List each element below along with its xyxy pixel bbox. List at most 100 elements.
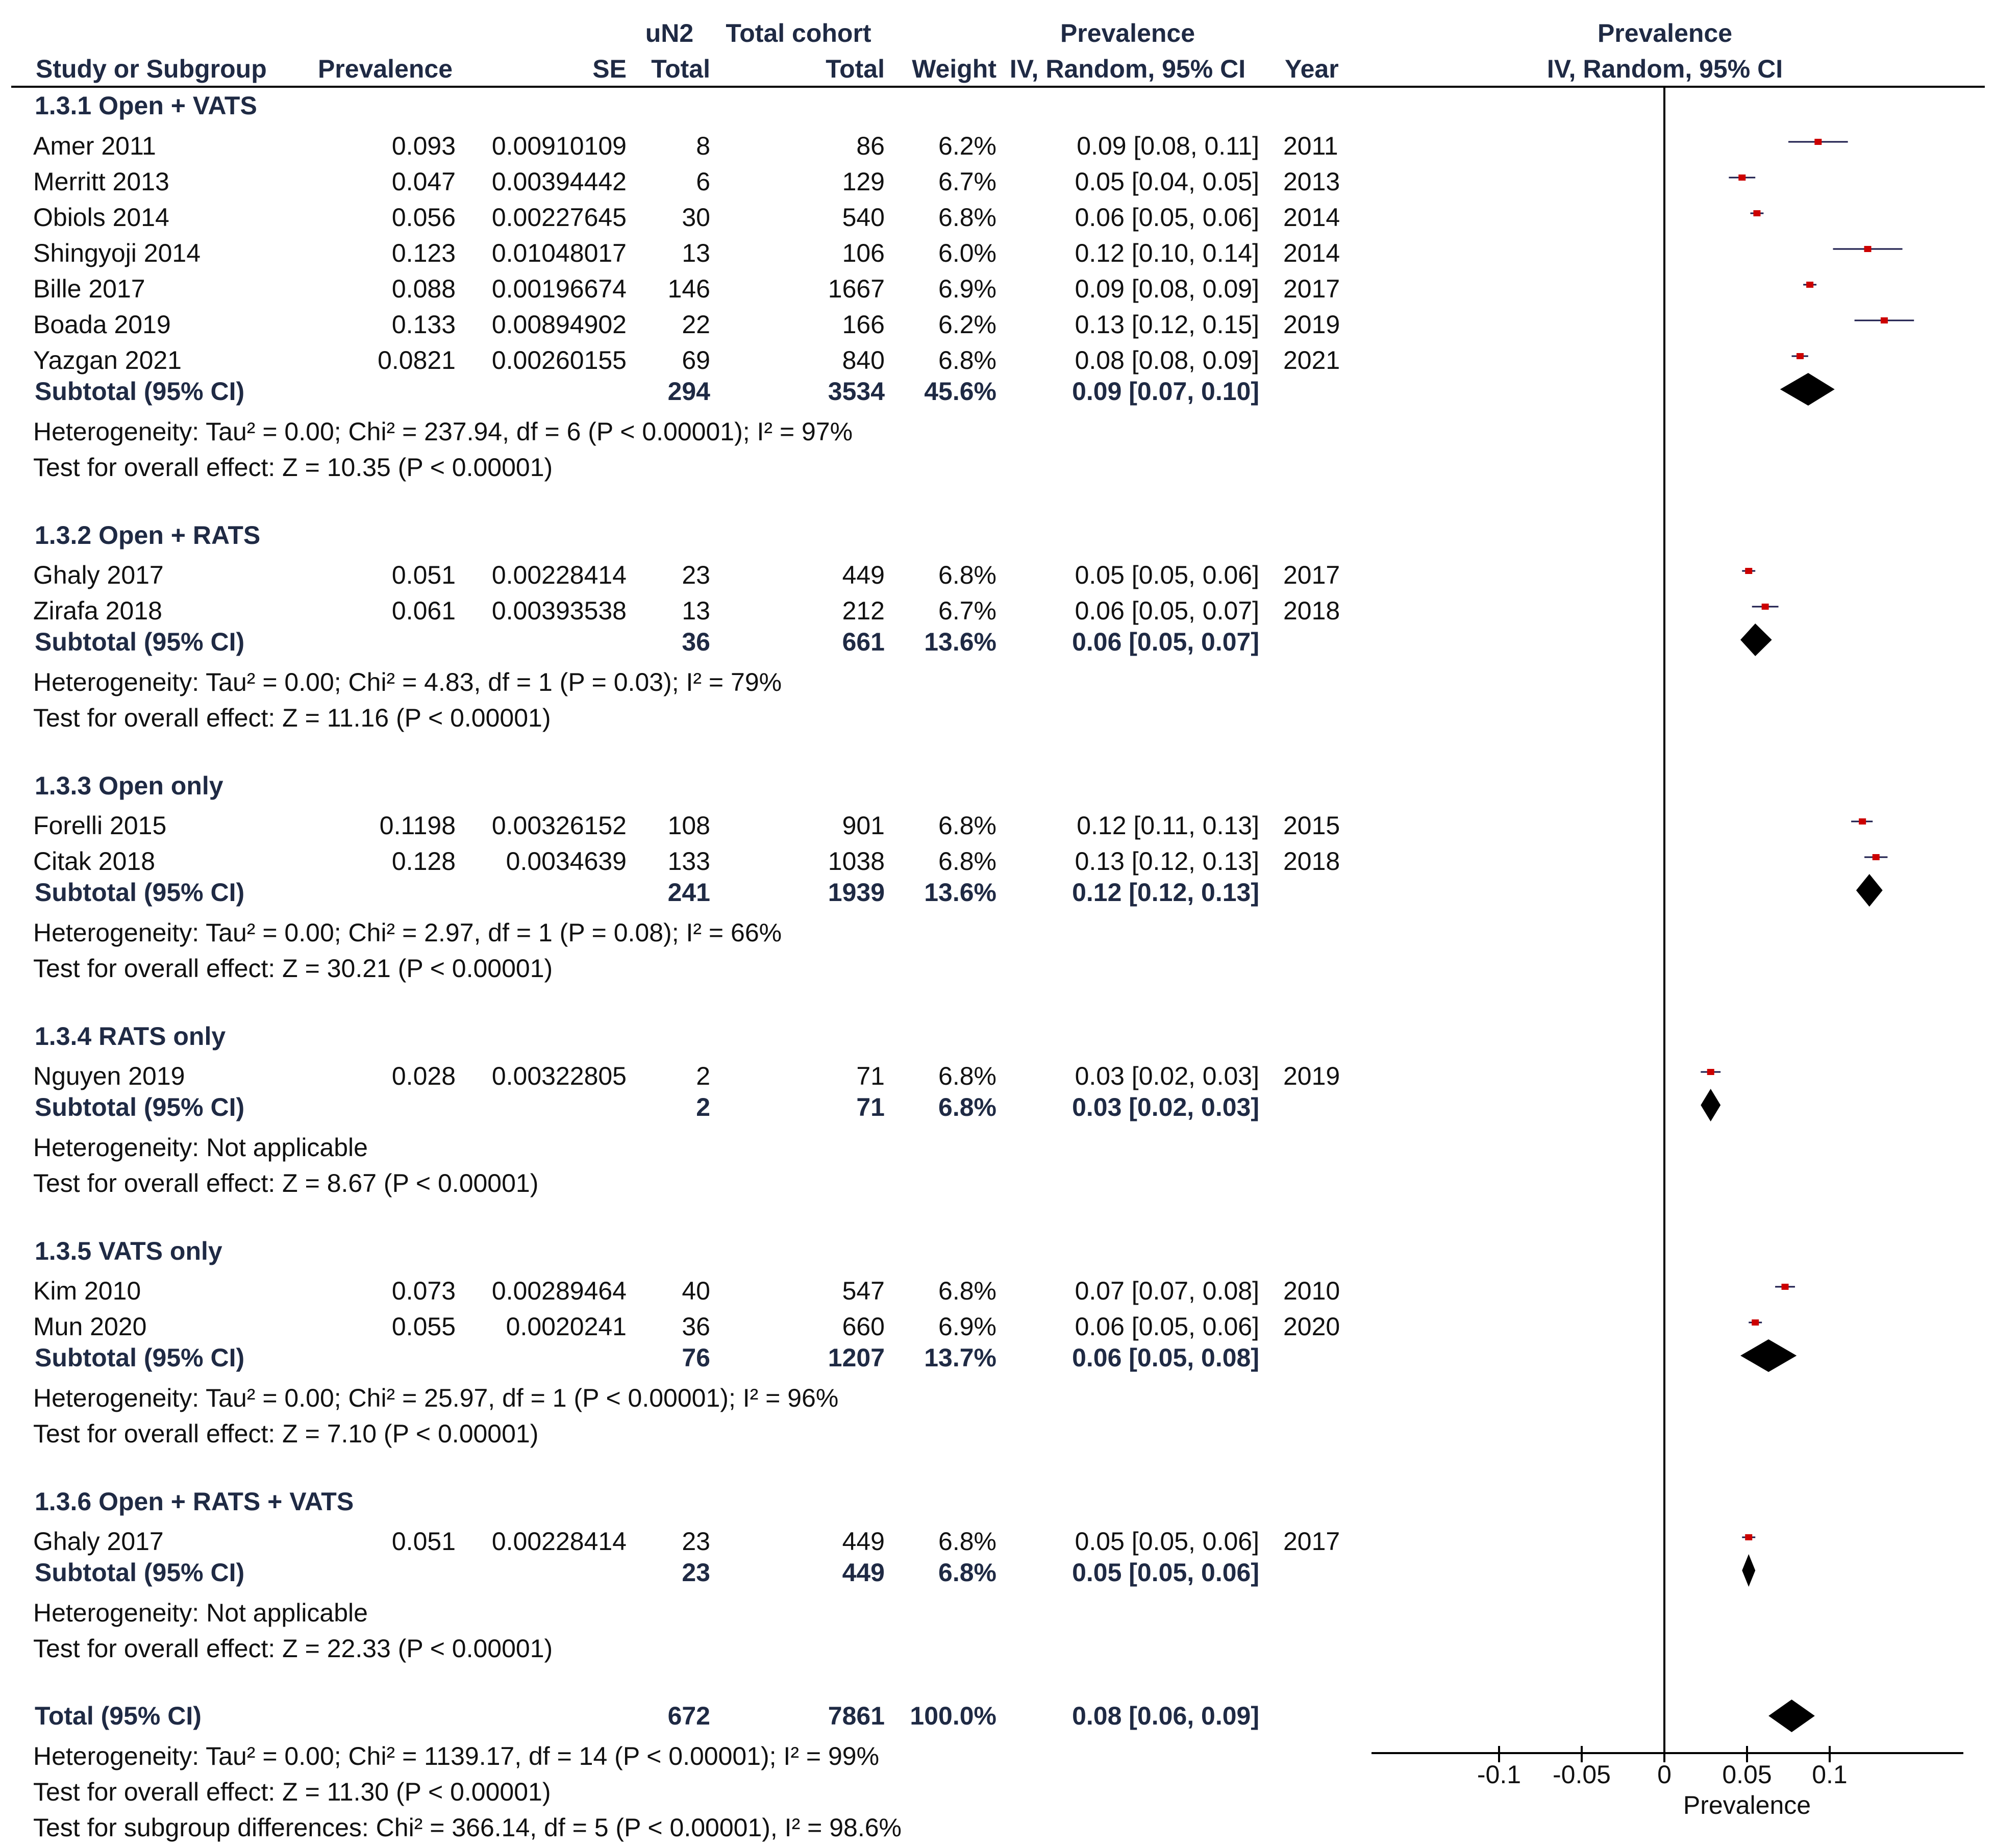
study-ci: 0.05 [0.05, 0.06] — [1075, 561, 1259, 589]
study-point-marker — [1859, 818, 1866, 825]
study-point-marker — [1761, 604, 1769, 610]
study-weight: 6.8% — [938, 203, 996, 232]
study-weight: 6.8% — [938, 346, 996, 374]
subtotal-un2: 36 — [682, 628, 710, 656]
header-cohort: Total — [826, 55, 885, 83]
study-prevalence: 0.0821 — [378, 346, 456, 374]
study-name: Ghaly 2017 — [33, 561, 164, 589]
study-ci: 0.06 [0.05, 0.06] — [1075, 1312, 1259, 1341]
study-weight: 6.0% — [938, 239, 996, 267]
total-overall-effect: Test for overall effect: Z = 11.30 (P < … — [33, 1778, 551, 1806]
study-cohort-total: 901 — [842, 811, 885, 840]
study-un2-total: 36 — [682, 1312, 710, 1341]
study-weight: 6.2% — [938, 132, 996, 160]
study-ci: 0.06 [0.05, 0.06] — [1075, 203, 1259, 232]
study-point-marker — [1880, 317, 1888, 323]
study-weight: 6.8% — [938, 1062, 996, 1090]
study-weight: 6.8% — [938, 1277, 996, 1305]
subtotal-ci: 0.06 [0.05, 0.07] — [1072, 628, 1259, 656]
study-year: 2019 — [1283, 310, 1340, 339]
study-point-marker — [1707, 1069, 1714, 1075]
study-point-marker — [1752, 1319, 1759, 1326]
subtotal-ci: 0.03 [0.02, 0.03] — [1072, 1093, 1259, 1121]
x-axis-tick-label: 0.05 — [1722, 1760, 1772, 1789]
x-axis-tick-label: 0.1 — [1812, 1760, 1848, 1789]
study-un2-total: 23 — [682, 1527, 710, 1556]
header-plot: IV, Random, 95% CI — [1547, 55, 1783, 83]
total-heterogeneity: Heterogeneity: Tau² = 0.00; Chi² = 1139.… — [33, 1742, 880, 1770]
study-year: 2018 — [1283, 596, 1340, 625]
x-axis-tick-label: -0.05 — [1553, 1760, 1611, 1789]
study-weight: 6.8% — [938, 847, 996, 876]
study-year: 2021 — [1283, 346, 1340, 374]
study-se: 0.00394442 — [491, 167, 627, 196]
subtotal-weight: 6.8% — [938, 1558, 996, 1587]
subtotal-cohort: 449 — [842, 1558, 885, 1587]
study-un2-total: 8 — [696, 132, 710, 160]
study-un2-total: 13 — [682, 239, 710, 267]
subtotal-label: Subtotal (95% CI) — [35, 1558, 245, 1587]
study-se: 0.00196674 — [491, 274, 627, 303]
study-name: Nguyen 2019 — [33, 1062, 185, 1090]
study-cohort-total: 547 — [842, 1277, 885, 1305]
study-cohort-total: 106 — [842, 239, 885, 267]
total-un2: 672 — [667, 1702, 710, 1730]
study-year: 2017 — [1283, 1527, 1340, 1556]
study-name: Bille 2017 — [33, 274, 145, 303]
subtotal-un2: 241 — [667, 878, 710, 907]
study-weight: 6.8% — [938, 561, 996, 589]
header-un2-top: uN2 — [645, 19, 694, 47]
study-un2-total: 133 — [667, 847, 710, 876]
overall-effect-text: Test for overall effect: Z = 22.33 (P < … — [33, 1634, 553, 1663]
study-cohort-total: 86 — [856, 132, 885, 160]
study-prevalence: 0.073 — [391, 1277, 456, 1305]
study-point-marker — [1781, 1284, 1789, 1290]
subtotal-un2: 294 — [667, 377, 710, 406]
subtotal-diamond — [1701, 1089, 1721, 1121]
x-axis-label: Prevalence — [1683, 1791, 1811, 1819]
study-prevalence: 0.055 — [391, 1312, 456, 1341]
study-prevalence: 0.056 — [391, 203, 456, 232]
subtotal-cohort: 1939 — [828, 878, 885, 907]
study-year: 2017 — [1283, 274, 1340, 303]
study-un2-total: 40 — [682, 1277, 710, 1305]
study-prevalence: 0.051 — [391, 561, 456, 589]
header-un2: Total — [651, 55, 710, 83]
overall-effect-text: Test for overall effect: Z = 8.67 (P < 0… — [33, 1169, 539, 1197]
study-un2-total: 23 — [682, 561, 710, 589]
header-cohort-top: Total cohort — [726, 19, 871, 47]
header-weight: Weight — [912, 55, 996, 83]
study-prevalence: 0.051 — [391, 1527, 456, 1556]
subtotal-cohort: 71 — [856, 1093, 885, 1121]
study-un2-total: 108 — [667, 811, 710, 840]
study-weight: 6.8% — [938, 1527, 996, 1556]
study-ci: 0.03 [0.02, 0.03] — [1075, 1062, 1259, 1090]
study-un2-total: 22 — [682, 310, 710, 339]
x-axis-tick-label: 0 — [1657, 1760, 1672, 1789]
study-prevalence: 0.1198 — [379, 811, 456, 840]
study-prevalence: 0.123 — [391, 239, 456, 267]
header-se: SE — [592, 55, 627, 83]
subtotal-cohort: 3534 — [828, 377, 885, 406]
overall-diamond — [1768, 1700, 1815, 1732]
study-name: Boada 2019 — [33, 310, 171, 339]
subtotal-weight: 6.8% — [938, 1093, 996, 1121]
subtotal-weight: 45.6% — [924, 377, 996, 406]
study-se: 0.00322805 — [491, 1062, 627, 1090]
study-cohort-total: 449 — [842, 561, 885, 589]
heterogeneity-text: Heterogeneity: Tau² = 0.00; Chi² = 2.97,… — [33, 918, 782, 947]
header-ci: IV, Random, 95% CI — [1009, 55, 1246, 83]
study-prevalence: 0.061 — [391, 596, 456, 625]
overall-effect-text: Test for overall effect: Z = 11.16 (P < … — [33, 704, 551, 732]
study-name: Shingyoji 2014 — [33, 239, 201, 267]
study-se: 0.00228414 — [491, 561, 627, 589]
study-year: 2020 — [1283, 1312, 1340, 1341]
study-name: Obiols 2014 — [33, 203, 169, 232]
subtotal-label: Subtotal (95% CI) — [35, 1343, 245, 1372]
study-se: 0.00227645 — [491, 203, 627, 232]
study-se: 0.00894902 — [491, 310, 627, 339]
study-ci: 0.13 [0.12, 0.13] — [1075, 847, 1259, 876]
heterogeneity-text: Heterogeneity: Not applicable — [33, 1133, 368, 1162]
study-cohort-total: 129 — [842, 167, 885, 196]
